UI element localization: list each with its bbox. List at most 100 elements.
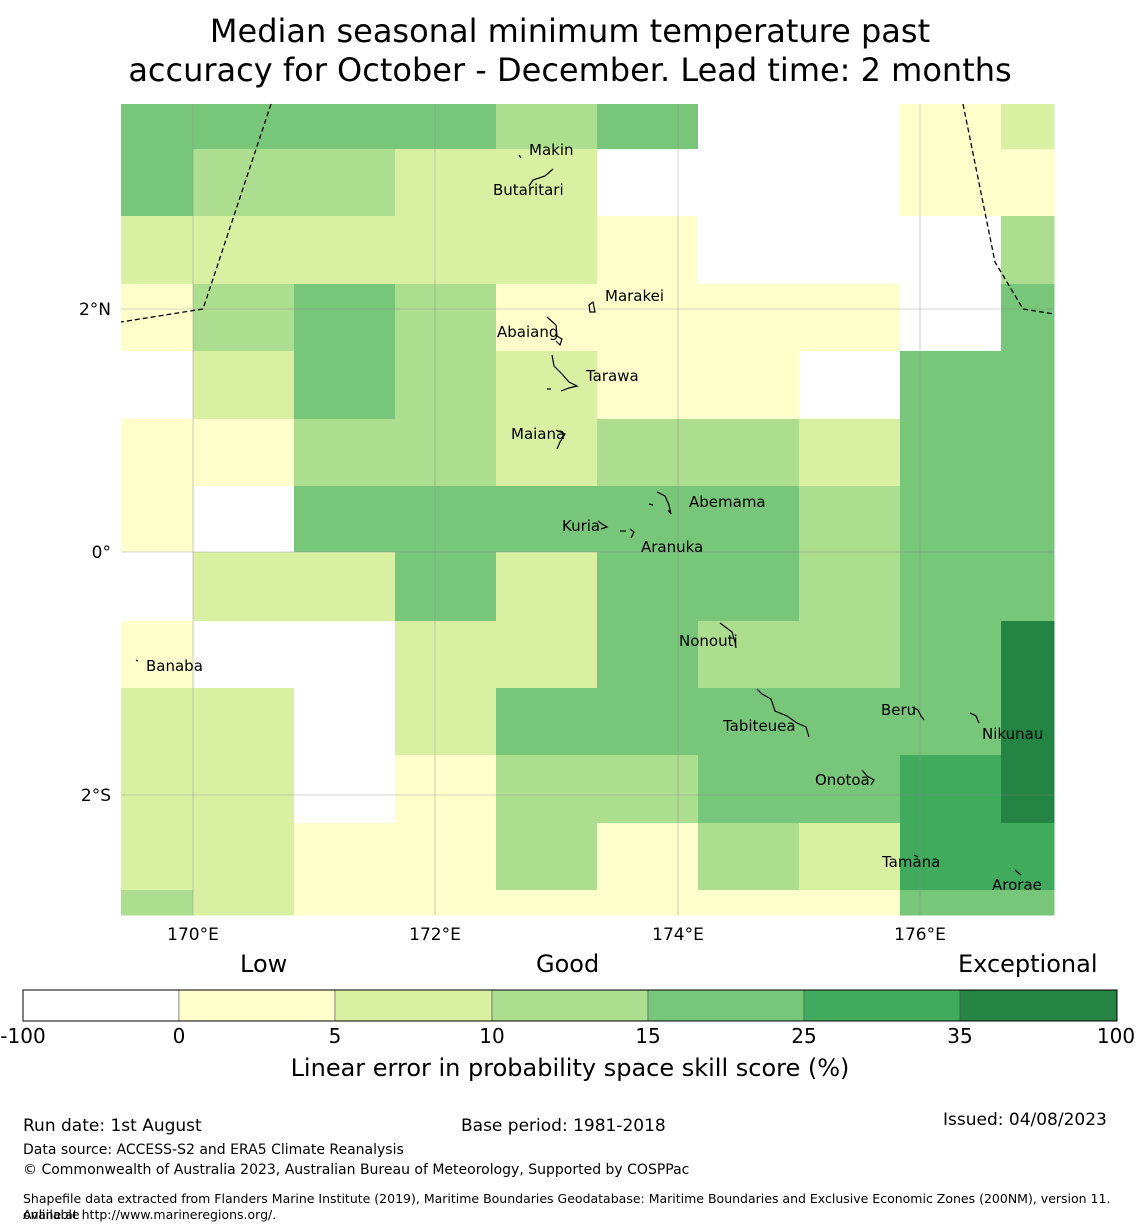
skill-cell — [496, 552, 598, 622]
skill-cell — [193, 823, 295, 891]
skill-cell — [1001, 890, 1055, 916]
skill-cell — [799, 823, 901, 891]
colorbar-tick: 25 — [791, 1024, 817, 1048]
skill-grid — [121, 104, 1055, 916]
skill-map: Makin Butaritari Marakei Abaiang Tarawa … — [79, 103, 1055, 945]
skill-cell — [698, 823, 800, 891]
place-label-marakei: Marakei — [605, 287, 664, 305]
skill-cell — [193, 149, 295, 217]
place-label-beru: Beru — [881, 701, 916, 719]
skill-cell — [1001, 419, 1055, 487]
skill-cell — [496, 104, 598, 150]
skill-cell — [799, 351, 901, 420]
skill-cell — [121, 149, 194, 217]
place-label-tamana: Tamana — [881, 853, 940, 871]
skill-cell — [698, 419, 800, 487]
skill-cell — [294, 351, 396, 420]
skill-cell — [900, 755, 1002, 824]
skill-cell — [121, 890, 194, 916]
skill-cell — [496, 351, 598, 420]
skill-cell — [597, 104, 699, 150]
skill-cell — [799, 486, 901, 553]
skill-cell — [1001, 688, 1055, 756]
skill-cell — [294, 419, 396, 487]
axis-labels: 170°E 172°E 174°E 176°E 2°N 0° 2°S — [79, 300, 946, 945]
colorbar-tick: 5 — [328, 1024, 342, 1048]
skill-cell — [294, 486, 396, 553]
skill-cell — [799, 621, 901, 689]
skill-cell — [193, 552, 295, 622]
skill-cell — [900, 890, 1002, 916]
skill-cell — [395, 890, 497, 916]
colorbar — [22, 989, 1118, 1022]
eez-boundary — [120, 103, 1055, 323]
place-label-butaritari: Butaritari — [493, 181, 564, 199]
skill-cell — [496, 755, 598, 824]
place-label-abaiang: Abaiang — [497, 323, 558, 341]
skill-cell — [193, 755, 295, 824]
skill-cell — [395, 419, 497, 487]
skill-cell — [1001, 351, 1055, 420]
skill-cell — [496, 486, 598, 553]
skill-cell — [698, 351, 800, 420]
lat-label-2s: 2°S — [81, 786, 111, 806]
skill-cell — [1001, 216, 1055, 285]
skill-cell — [900, 216, 1002, 285]
skill-cell — [395, 149, 497, 217]
skill-cell — [799, 890, 901, 916]
skill-cell — [121, 552, 194, 622]
skill-cell — [395, 284, 497, 352]
skill-cell — [900, 149, 1002, 217]
place-label-arorae: Arorae — [992, 876, 1042, 894]
skill-cell — [799, 755, 901, 824]
skill-cell — [496, 621, 598, 689]
skill-cell — [597, 216, 699, 285]
skill-cell — [698, 104, 800, 150]
colorbar-tick: 0 — [172, 1024, 186, 1048]
graticule — [121, 104, 1054, 915]
skill-cell — [1001, 755, 1055, 824]
skill-cell — [597, 149, 699, 217]
skill-cell — [698, 216, 800, 285]
skill-cell — [193, 890, 295, 916]
skill-cell — [294, 552, 396, 622]
skill-cell — [900, 419, 1002, 487]
skill-cell — [121, 419, 194, 487]
skill-cell — [900, 621, 1002, 689]
place-label-banaba: Banaba — [146, 657, 203, 675]
place-label-tarawa: Tarawa — [585, 367, 639, 385]
skill-cell — [294, 104, 396, 150]
skill-cell — [121, 823, 194, 891]
skill-cell — [900, 688, 1002, 756]
skill-cell — [597, 351, 699, 420]
colorbar-tick: 100 — [1096, 1024, 1136, 1048]
skill-cell — [496, 688, 598, 756]
colorbar-tick: 35 — [947, 1024, 973, 1048]
map-title-line1: Median seasonal minimum temperature past — [209, 12, 931, 50]
skill-cell — [193, 284, 295, 352]
place-label-kuria: Kuria — [562, 517, 600, 535]
skill-cell — [698, 284, 800, 352]
skill-cell — [121, 104, 194, 150]
skill-cell — [193, 216, 295, 285]
map-title-line2: accuracy for October - December. Lead ti… — [128, 51, 1012, 89]
skill-cell — [395, 216, 497, 285]
data-source: Data source: ACCESS-S2 and ERA5 Climate … — [23, 1142, 404, 1158]
colorbar-tick: 10 — [479, 1024, 505, 1048]
place-label-nikunau: Nikunau — [982, 725, 1043, 743]
skill-cell — [193, 104, 295, 150]
skill-cell — [121, 688, 194, 756]
lat-label-0: 0° — [92, 543, 111, 563]
skill-cell — [698, 486, 800, 553]
skill-cell — [121, 351, 194, 420]
skill-cell — [496, 823, 598, 891]
skill-cell — [294, 621, 396, 689]
skill-cell — [900, 552, 1002, 622]
skill-cell — [395, 104, 497, 150]
skill-cell — [1001, 823, 1055, 891]
skill-cell — [799, 688, 901, 756]
place-label-onotoa: Onotoa — [815, 771, 870, 789]
skill-cell — [799, 284, 901, 352]
island-outlines — [135, 154, 1022, 876]
colorbar-axis-label: Linear error in probability space skill … — [290, 1054, 850, 1082]
